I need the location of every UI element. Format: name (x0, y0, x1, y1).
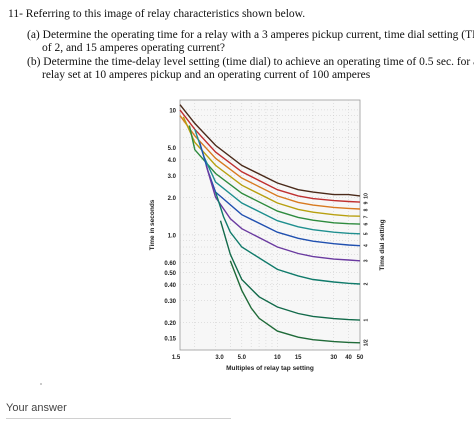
series-label: 10 (363, 193, 369, 199)
series-label: 1 (363, 319, 369, 322)
series-line-2 (214, 191, 361, 285)
question-part-b: (b) Determine the time-delay level setti… (27, 56, 474, 68)
question-part-a-continued: of 2, and 15 amperes operating current? (42, 42, 225, 54)
x-tick-label: 50 (357, 355, 364, 361)
series-label: 2 (363, 282, 369, 285)
y-tick-label: 2.0 (168, 196, 177, 202)
x-tick-label: 10 (274, 355, 281, 361)
answer-label: Your answer (6, 402, 67, 414)
x-tick-label: 1.5 (172, 355, 181, 361)
series-line-1 (219, 220, 361, 321)
series-label: 8 (363, 208, 369, 211)
y-tick-label: 0.15 (164, 336, 176, 342)
series-line-10 (179, 104, 361, 197)
y-tick-label: 0.60 (164, 261, 176, 267)
series-line-5 (194, 129, 361, 235)
y-tick-label: 0.30 (164, 299, 176, 305)
series-line-3 (205, 165, 361, 262)
x-tick-label: 3.0 (215, 355, 224, 361)
y-axis-label: Time in seconds (149, 199, 156, 250)
x-axis-label: Multiples of relay tap setting (226, 365, 314, 372)
series-label: 7 (363, 215, 369, 218)
series-label: 5 (363, 232, 369, 235)
x-tick-label: 15 (295, 355, 302, 361)
question-title: 11- Referring to this image of relay cha… (8, 8, 306, 20)
y-tick-label: 0.50 (164, 271, 176, 277)
separator-dot (40, 383, 42, 385)
question-part-a: (a) Determine the operating time for a r… (27, 29, 474, 41)
x-tick-label: 5.0 (238, 355, 247, 361)
y-tick-label: 4.0 (168, 158, 177, 164)
series-line-4 (199, 142, 361, 247)
y-tick-label: 0.20 (164, 321, 176, 327)
series-line-8 (179, 115, 361, 210)
x-tick-label: 30 (330, 355, 337, 361)
series-label: 4 (363, 244, 369, 247)
plot-area (179, 99, 361, 351)
series-label: 6 (363, 222, 369, 225)
relay-characteristic-chart: 10 5.0 4.0 3.0 2.0 1.0 0.60 0.50 0.40 0.30 0.20 0.1… (149, 99, 386, 372)
answer-input[interactable] (6, 418, 231, 419)
series-label: 3 (363, 259, 369, 262)
x-tick-label: 40 (345, 355, 352, 361)
y-tick-label: 3.0 (168, 174, 177, 180)
y-tick-label: 5.0 (168, 146, 177, 152)
series-line-7 (182, 116, 361, 217)
right-axis-label: Time dial setting (379, 219, 386, 270)
series-label: 1/2 (363, 339, 369, 346)
series-line-1-2 (229, 260, 361, 344)
y-tick-label: 1.0 (168, 233, 177, 239)
series-line-9 (179, 109, 361, 203)
series-label: 9 (363, 201, 369, 204)
y-tick-label: 10 (169, 108, 176, 114)
question-part-b-continued: relay set at 10 amperes pickup and an op… (42, 69, 371, 81)
y-tick-label: 0.40 (164, 283, 176, 289)
